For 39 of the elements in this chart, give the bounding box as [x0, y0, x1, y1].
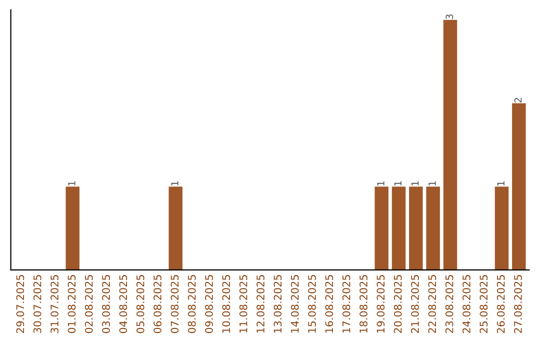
data-label: 1 — [412, 181, 419, 186]
x-tick-label: 06.08.2025 — [154, 275, 162, 334]
x-tick-label: 23.08.2025 — [445, 275, 454, 334]
x-tick-label: 01.08.2025 — [68, 275, 76, 334]
x-tick-label: 24.08.2025 — [462, 275, 470, 334]
x-tick-label: 13.08.2025 — [274, 275, 282, 333]
x-tick-label: 10.08.2025 — [222, 275, 230, 333]
x-tick-label: 19.08.2025 — [376, 275, 385, 333]
x-tick-label: 22.08.2025 — [428, 275, 436, 334]
x-tick-label: 11.08.2025 — [239, 275, 248, 333]
x-tick-label: 14.08.2025 — [290, 275, 299, 333]
x-tick-label: 09.08.2025 — [205, 275, 213, 334]
x-tick-label: 25.08.2025 — [480, 275, 488, 334]
x-tick-label: 18.08.2025 — [360, 275, 368, 333]
x-tick-label: 29.07.2025 — [16, 275, 24, 334]
x-tick-label: 31.07.2025 — [50, 275, 58, 333]
data-label: 2 — [514, 98, 522, 103]
x-tick-label: 04.08.2025 — [119, 275, 128, 334]
x-tick-label: 20.08.2025 — [394, 275, 402, 334]
x-tick-label: 05.08.2025 — [136, 275, 144, 334]
data-label: 1 — [394, 181, 402, 186]
x-tick-label: 02.08.2025 — [84, 275, 93, 334]
data-label: 1 — [428, 181, 436, 186]
data-label: 1 — [377, 181, 384, 186]
x-tick-label: 12.08.2025 — [256, 275, 264, 333]
x-tick-label: 07.08.2025 — [170, 275, 179, 334]
data-label: 1 — [171, 181, 178, 186]
data-label: 1 — [497, 181, 504, 186]
x-tick-label: 27.08.2025 — [514, 275, 522, 334]
x-tick-label: 17.08.2025 — [342, 275, 350, 333]
x-tick-label: 15.08.2025 — [308, 275, 316, 333]
x-tick-label: 08.08.2025 — [188, 275, 196, 334]
x-tick-label: 21.08.2025 — [411, 275, 419, 334]
data-label: 1 — [68, 181, 76, 186]
x-tick-label: 16.08.2025 — [325, 275, 334, 333]
x-tick-label: 03.08.2025 — [102, 275, 110, 334]
x-tick-label: 26.08.2025 — [496, 275, 505, 334]
x-tick-label: 30.07.2025 — [33, 275, 42, 333]
data-label: 3 — [446, 14, 454, 20]
